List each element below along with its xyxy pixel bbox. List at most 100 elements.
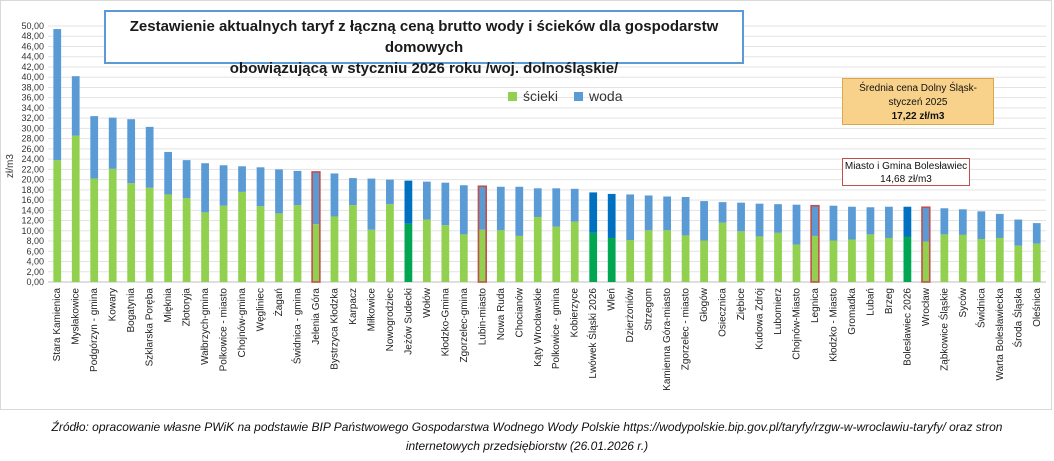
bar-highlight-outline [810,204,820,283]
average-price-annotation: Średnia cena Dolny Śląsk- styczeń 2025 1… [842,78,994,125]
x-category-label: Świdnica - gmina [291,288,304,365]
y-tick-label: 0,00 [26,277,44,287]
bar-woda [774,204,782,233]
bar-woda [422,181,431,220]
y-tick-label: 22,00 [21,164,44,174]
y-tick-label: 40,00 [21,72,44,82]
average-line-2: styczeń 2025 [888,97,948,108]
x-category-label: Kobierzyce [570,288,581,338]
y-tick-label: 10,00 [21,226,44,236]
bar-scieki [459,234,468,282]
x-category-label: Podgórzyn - gmina [89,288,100,372]
bar-scieki [848,239,856,282]
bar-scieki [644,230,653,282]
bar-scieki [145,187,154,282]
x-category-label: Nowa Ruda [496,288,507,341]
x-category-label: Chojnów-Miasto [792,288,803,360]
bar-scieki [774,232,782,282]
bar-scieki [977,238,986,282]
bar-woda [940,208,949,235]
bar-scieki [478,229,487,282]
bar-scieki [441,225,450,282]
legend-swatch-woda [574,91,584,101]
bar-scieki [681,235,690,282]
x-category-label: Lubań [865,288,876,316]
bar-woda [349,178,357,206]
bar-woda [404,180,413,224]
bar-scieki [515,235,524,282]
bar-woda [53,29,62,161]
y-tick-label: 20,00 [21,175,44,185]
x-category-label: Syców [958,287,969,317]
x-category-label: Kudowa Zdrój [755,288,766,350]
bar-woda [995,213,1004,238]
bar-woda [256,167,265,207]
y-tick-label: 46,00 [21,41,44,51]
bar-woda [312,171,320,225]
y-tick-label: 2,00 [26,267,44,277]
x-category-label: Karpacz [348,288,359,325]
bar-scieki [1014,245,1023,282]
bar-scieki [885,237,893,282]
x-category-label: Legnica [810,288,821,323]
bar-scieki [108,168,117,282]
x-category-label: Brzeg [884,288,895,314]
x-category-label: Ziębice [736,288,747,321]
x-category-label: Świdnica [974,288,987,328]
bar-woda [293,170,302,206]
source-line-1: Źródło: opracowanie własne PWiK na podst… [51,420,1003,434]
bar-woda [811,205,819,236]
bar-woda [607,193,616,238]
bar-woda [441,182,450,226]
y-tick-label: 18,00 [21,185,44,195]
bar-woda [718,202,727,223]
y-tick-label: 44,00 [21,52,44,62]
bar-scieki [663,230,672,282]
bar-woda [71,76,80,136]
bar-woda [958,209,967,235]
bar-woda [1014,219,1023,246]
x-category-label: Kamienna Góra-miasto [662,288,673,391]
bar-woda [644,195,653,231]
stacked-bar-chart: 0,002,004,006,008,0010,0012,0014,0016,00… [5,21,1046,391]
bar-scieki [404,223,413,282]
y-tick-label: 4,00 [26,257,44,267]
x-category-label: Złotoryja [182,288,193,327]
y-tick-label: 24,00 [21,154,44,164]
bar-scieki [496,230,505,282]
y-tick-label: 16,00 [21,195,44,205]
y-tick-label: 26,00 [21,144,44,154]
x-category-label: Lubin-miasto [477,288,488,346]
x-category-label: Szklarska Poręba [145,288,156,367]
bar-highlight-outline [311,171,321,283]
bar-woda [108,117,117,169]
bar-scieki [921,241,930,282]
bar-woda [478,186,487,230]
x-category-label: Lubomierz [773,288,784,335]
bar-woda [626,194,635,241]
bar-woda [367,178,376,230]
bar-scieki [792,244,801,282]
x-category-label: Zgorzelec-gmina [459,288,470,363]
chart-title-line-1: Zestawienie aktualnych taryf z łączną ce… [129,18,719,56]
x-category-label: Stara Kamienica [52,288,63,362]
y-tick-label: 48,00 [21,31,44,41]
bar-woda [533,188,542,217]
legend-label-scieki: ścieki [523,88,559,104]
bar-woda [570,188,579,222]
y-tick-label: 8,00 [26,236,44,246]
bar-woda [201,163,209,213]
bar-scieki [312,224,320,282]
bar-scieki [570,221,579,282]
bar-scieki [1032,243,1041,282]
y-tick-label: 42,00 [21,62,44,72]
bar-scieki [755,236,764,282]
bar-scieki [607,237,616,282]
x-category-label: Głogów [699,287,710,322]
x-category-label: Polkowice - gmina [551,288,562,370]
bar-woda [663,196,672,231]
x-category-label: Ząbkowice Śląskie [937,288,950,371]
y-tick-label: 38,00 [21,82,44,92]
y-tick-label: 50,00 [21,21,44,31]
bar-scieki [422,219,431,282]
